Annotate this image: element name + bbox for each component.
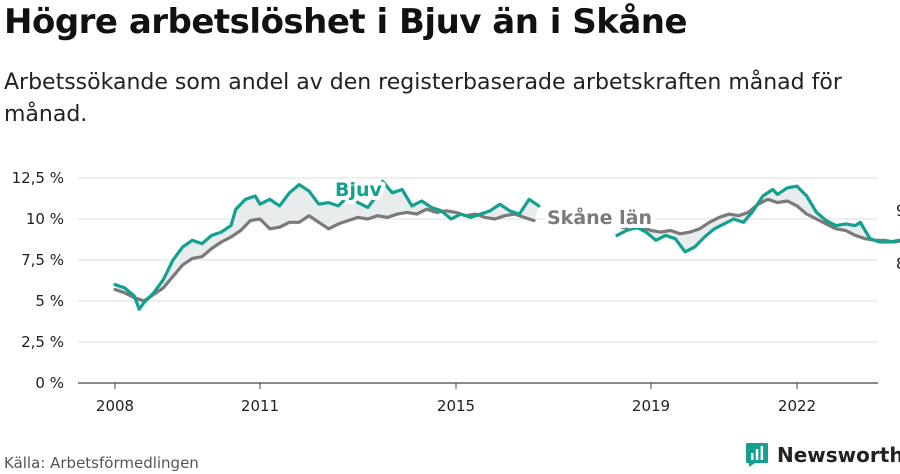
y-tick-label: 0 % [35,374,64,392]
brand-name: Newsworthy [777,443,900,467]
series-label-halo: Bjuv [335,179,383,201]
y-tick-label: 10 % [26,210,64,228]
y-tick-label: 7,5 % [21,251,64,269]
brand[interactable]: Newsworthy [745,442,900,468]
line-chart: 0 %2,5 %5 %7,5 %10 %12,5 % 2008 2011 2015 2… [12,169,900,415]
end-value-label: 8,6 % [896,254,900,273]
series-line [620,197,900,244]
y-tick-label: 2,5 % [21,333,64,351]
series-label-halo: Skåne län [547,205,652,229]
difference-area [115,181,539,310]
series-line [615,184,900,254]
series-lines [113,179,900,311]
series-line [113,179,541,311]
y-tick-label: 5 % [35,292,64,310]
y-axis: 0 % 2,5 % 5 % 7,5 % 10 % 12,5 % [12,169,64,392]
newsworthy-logo-icon [746,443,768,467]
x-tick-label: 2015 [437,397,475,415]
chart-title: Högre arbetslöshet i Bjuv än i Skåne [4,2,688,42]
end-value-label: 9,1 % [896,201,900,220]
series-label: Bjuv [335,179,383,201]
difference-area [616,186,900,252]
gap-fill [115,181,900,310]
series-label: Skåne län [547,205,652,229]
x-tick-label: 2011 [241,397,279,415]
source-note: Källa: Arbetsförmedlingen [4,454,199,472]
x-axis: 2008 2011 2015 2019 2022 [78,382,878,415]
x-tick-label: 2022 [778,397,816,415]
chart-subtitle: Arbetssökande som andel av den registerb… [4,70,842,127]
y-tick-label: 12,5 % [12,169,64,187]
x-tick-label: 2008 [96,397,134,415]
x-tick-label: 2019 [632,397,670,415]
